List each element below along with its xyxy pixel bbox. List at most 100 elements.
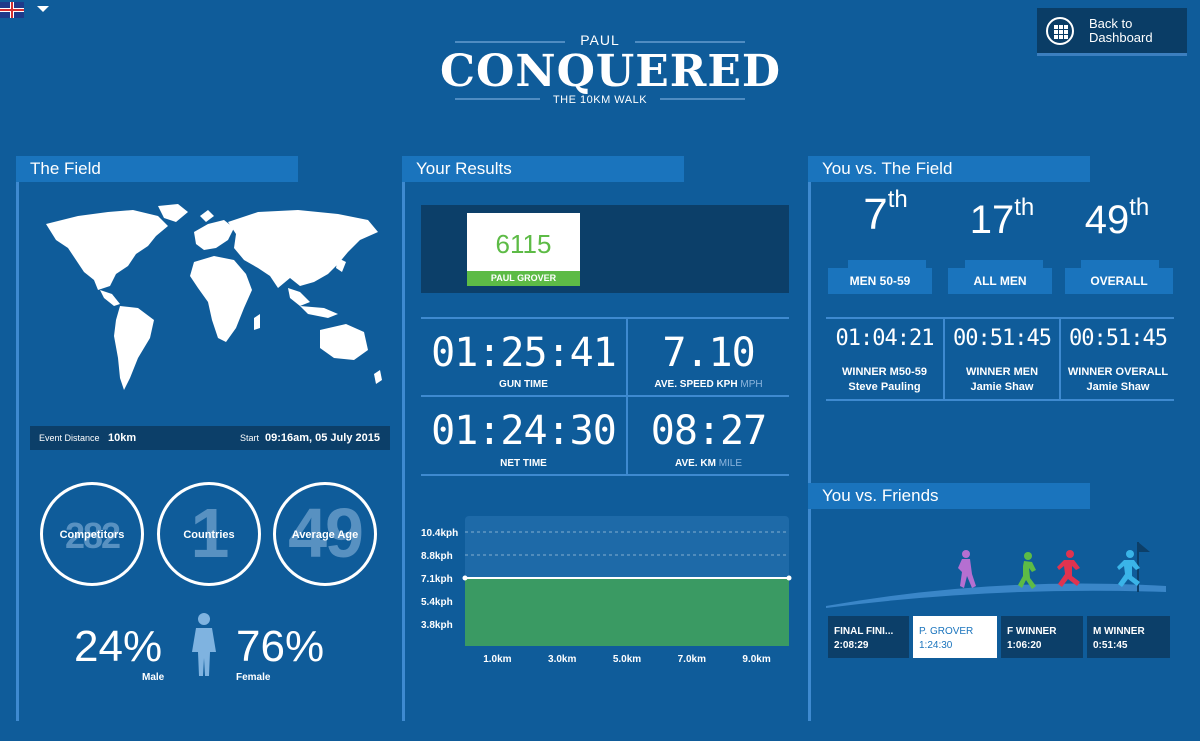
panel-heading-results: Your Results [402,156,684,182]
tab-time: 1:24:30 [919,640,953,651]
stat-circle-competitors: 282 Competitors [40,482,144,586]
event-info-bar: Event Distance 10km Start 09:16am, 05 Ju… [30,426,390,450]
runner-icon [1018,552,1036,589]
grid-icon [1046,17,1074,45]
tab-time: 0:51:45 [1093,640,1128,651]
stat-value: 1 [190,494,230,572]
stat-value: 282 [64,515,121,556]
chevron-down-icon[interactable] [37,6,49,12]
stat-label: Competitors [59,529,125,541]
back-button-label: Back to Dashboard [1089,16,1153,45]
net-time-value: 01:24:30 [431,408,617,454]
y-tick-label: 3.8kph [421,620,453,631]
friend-tab-m-winner[interactable]: M WINNER 0:51:45 [1087,616,1170,658]
person-icon [192,613,216,676]
winner-title: WINNER MEN [965,366,1039,378]
bib-name: PAUL GROVER [467,271,580,286]
distance-value: 10km [108,432,137,444]
y-tick-label: 10.4kph [421,528,458,539]
friend-tab-p-grover[interactable]: P. GROVER 1:24:30 [913,616,997,658]
female-percent: 76% [236,622,325,671]
podium-step [848,260,926,270]
stat-value: 49 [288,494,364,572]
winner-name: Jamie Shaw [970,381,1034,393]
tab-title: P. GROVER [919,626,974,637]
runner-icon [1117,550,1140,587]
runner-icon [958,550,976,588]
y-tick-label: 5.4kph [421,597,453,608]
winner-time: 00:51:45 [953,326,1052,351]
y-tick-label: 8.8kph [421,551,453,562]
panel-heading-field: The Field [16,156,298,182]
divider [421,395,789,397]
friend-tab-f-winner[interactable]: F WINNER 1:06:20 [1001,616,1083,658]
world-map [46,204,382,390]
winner-name: Steve Pauling [848,381,921,393]
ave-speed-value: 7.10 [662,330,755,376]
ave-speed-label: AVE. SPEED KPH MPH [654,379,763,390]
winner-name: Jamie Shaw [1086,381,1150,393]
tab-time: 1:06:20 [1007,640,1042,651]
panel-heading-vs-friends: You vs. Friends [808,483,1090,509]
tab-time: 2:08:29 [834,640,869,651]
speed-point [786,575,792,581]
tab-title: M WINNER [1093,626,1145,637]
rank-overall: 49th [1084,194,1150,242]
speed-point [462,575,468,581]
male-label: Male [142,672,165,683]
y-tick-label: 7.1kph [421,574,453,585]
friends-race-track [826,542,1166,608]
divider [1059,317,1061,401]
speed-area [465,578,789,646]
x-tick-label: 3.0km [548,654,576,665]
podium-label: ALL MEN [948,268,1052,294]
uk-flag-icon[interactable] [0,2,24,18]
divider [626,317,628,476]
winner-title: WINNER OVERALL [1067,366,1169,378]
divider [421,474,789,476]
distance-label: Event Distance [39,433,100,443]
stat-label: Countries [183,529,235,541]
gun-time-label: GUN TIME [499,379,548,390]
podium-label: MEN 50-59 [828,268,932,294]
runner-icon [1057,550,1080,587]
divider [943,317,945,401]
start-value: 09:16am, 05 July 2015 [265,432,380,444]
divider [402,156,405,721]
event-subtitle: THE 10KM WALK [552,94,648,106]
divider [16,156,19,721]
finish-flag-icon [1138,542,1150,552]
speed-chart: 10.4kph 8.8kph 7.1kph 5.4kph 3.8kph 1.0km 3.0… [421,516,792,665]
page-title: PAUL CONQUERED THE 10KM WALK [440,28,782,108]
ave-km-value: 08:27 [650,408,767,454]
tab-title: F WINNER [1007,626,1057,637]
stat-label: Average Age [291,529,359,541]
podium-label: OVERALL [1065,268,1173,294]
gun-time-value: 01:25:41 [431,330,617,376]
x-tick-label: 1.0km [483,654,511,665]
podium-step [965,260,1043,270]
friend-tab-final-finisher[interactable]: FINAL FINI... 2:08:29 [828,616,909,658]
back-to-dashboard-button[interactable]: Back to Dashboard [1037,8,1187,56]
male-percent: 24% [74,622,163,671]
runner-name: PAUL [580,32,620,48]
x-tick-label: 7.0km [678,654,706,665]
net-time-label: NET TIME [500,458,547,469]
female-label: Female [236,672,271,683]
rank-men-50-59: 7th [863,186,908,239]
stat-circle-countries: 1 Countries [157,482,261,586]
divider [421,317,789,319]
divider [826,317,1174,319]
podium-step [1081,260,1159,270]
tab-title: FINAL FINI... [834,626,894,637]
rank-all-men: 17th [969,194,1035,242]
x-tick-label: 5.0km [613,654,641,665]
bib-number: 6115 [495,229,552,259]
x-tick-label: 9.0km [742,654,770,665]
title-text: CONQUERED [440,46,782,97]
start-label: Start [240,433,260,443]
race-bib: 6115 PAUL GROVER [467,213,580,286]
divider [808,156,811,721]
panel-heading-vs-field: You vs. The Field [808,156,1090,182]
ave-km-label: AVE. KM MILE [674,458,743,469]
